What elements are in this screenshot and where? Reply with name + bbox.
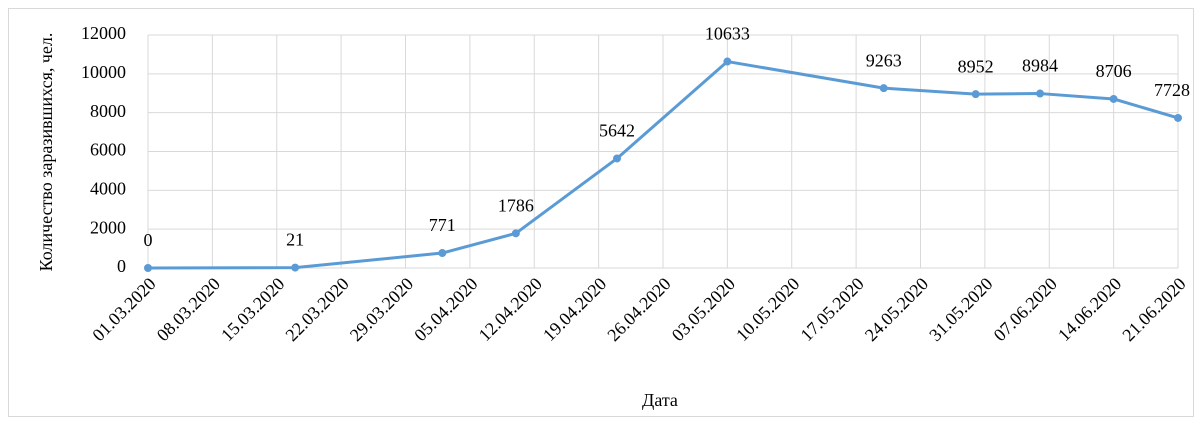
y-tick-label: 0: [117, 256, 126, 276]
x-axis-label: Дата: [642, 390, 678, 410]
data-label: 9263: [866, 50, 902, 70]
point: [1036, 89, 1045, 98]
point: [723, 57, 732, 66]
data-label: 7728: [1154, 80, 1190, 100]
point: [144, 264, 152, 272]
y-tick-label: 12000: [81, 23, 126, 43]
y-tick-label: 4000: [90, 178, 126, 198]
data-label: 771: [429, 215, 456, 235]
point: [1109, 94, 1118, 103]
data-label: 0: [144, 230, 153, 250]
point: [438, 249, 447, 258]
y-tick-label: 10000: [81, 62, 126, 82]
y-tick-label: 2000: [90, 217, 126, 237]
y-axis-label: Количество заразившихся, чел.: [36, 33, 56, 272]
data-label: 8984: [1022, 56, 1058, 76]
data-label: 5642: [599, 121, 635, 141]
y-tick-label: 8000: [90, 101, 126, 121]
data-label: 21: [286, 230, 304, 250]
point: [879, 84, 888, 93]
data-label: 8706: [1096, 61, 1132, 81]
point: [291, 263, 300, 272]
data-label: 1786: [498, 195, 534, 215]
point: [511, 229, 520, 238]
y-tick-label: 6000: [90, 140, 126, 160]
data-label: 10633: [705, 24, 750, 44]
point: [1174, 113, 1182, 122]
data-label: 8952: [958, 56, 994, 76]
point: [613, 154, 622, 163]
point: [971, 90, 980, 99]
chart-border: [8, 8, 1194, 417]
